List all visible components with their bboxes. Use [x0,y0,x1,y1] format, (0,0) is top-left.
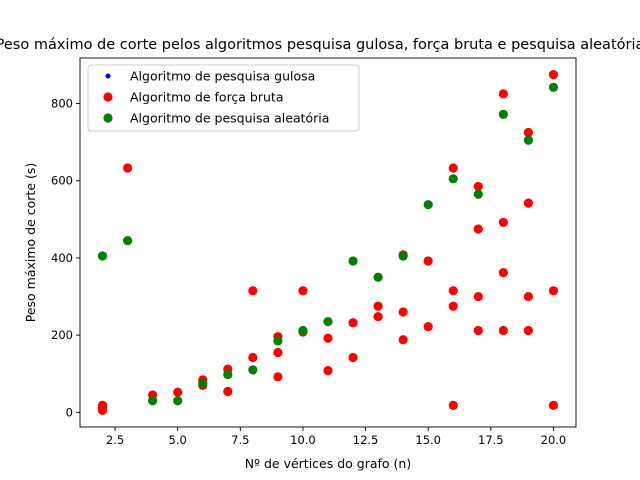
plot-area [97,69,559,416]
data-point-series-1 [498,268,508,278]
data-point-series-1 [398,307,408,317]
x-axis-label: Nº de vértices do grafo (n) [245,456,411,471]
legend-label: Algoritmo de força bruta [130,90,284,105]
data-point-series-1 [423,256,433,266]
data-point-series-2 [273,336,283,346]
x-tick-label: 7.5 [231,433,249,447]
data-point-series-1 [173,387,183,397]
data-point-series-2 [248,365,258,375]
data-point-series-1 [498,325,508,336]
data-point-series-1 [223,386,233,397]
chart-title: Peso máximo de corte pelos algoritmos pe… [0,37,640,53]
data-point-series-1 [323,333,333,343]
data-point-series-1 [348,352,358,363]
legend-marker [103,113,113,123]
data-point-series-2 [122,235,133,246]
data-point-series-1 [248,286,258,296]
data-point-series-1 [448,286,458,296]
data-point-series-1 [523,127,534,138]
data-point-series-1 [248,352,258,363]
data-point-series-2 [148,396,158,406]
data-point-series-1 [523,325,534,336]
x-tick-label: 12.5 [353,433,379,447]
x-tick-label: 15.0 [415,433,441,447]
data-point-series-2 [523,135,534,145]
data-point-series-1 [122,163,133,173]
data-point-series-1 [548,400,559,410]
x-axis: 2.5 5.0 7.5 10.0 12.5 15.0 17.5 20.0 [106,427,566,447]
data-point-series-1 [448,301,458,311]
x-tick-label: 5.0 [169,433,187,447]
data-point-series-1 [273,347,283,358]
data-point-series-2 [548,82,559,92]
data-point-series-1 [548,69,559,80]
y-tick-label: 200 [51,328,73,342]
x-tick-label: 17.5 [478,433,504,447]
data-point-series-2 [448,174,458,184]
data-point-series-1 [498,217,508,228]
legend-marker [105,73,111,79]
data-point-series-2 [97,251,108,261]
x-tick-label: 2.5 [106,433,124,447]
data-point-series-2 [373,272,383,282]
x-tick-label: 10.0 [290,433,316,447]
data-point-series-1 [423,322,433,332]
data-point-series-2 [498,109,508,119]
data-point-series-2 [198,378,208,388]
data-point-series-2 [323,317,333,327]
data-point-series-1 [298,286,308,296]
y-axis-label: Peso máximo de corte (s) [23,163,38,323]
legend-label: Algoritmo de pesquisa aleatória [130,111,329,126]
x-tick-label: 20.0 [541,433,567,447]
data-point-series-1 [373,301,383,311]
legend-label: Algoritmo de pesquisa gulosa [130,69,315,84]
data-point-series-2 [398,251,408,261]
data-point-series-2 [423,200,433,210]
data-point-series-1 [473,224,483,234]
data-point-series-1 [548,286,559,296]
data-point-series-1 [473,181,483,192]
y-tick-label: 400 [51,251,73,265]
y-tick-label: 600 [51,174,73,188]
data-point-series-1 [523,291,534,302]
data-point-series-1 [97,405,108,416]
data-point-series-1 [273,372,283,382]
data-point-series-1 [348,318,358,328]
data-point-series-1 [473,291,483,302]
legend-marker [103,92,113,102]
data-point-series-2 [473,189,483,199]
legend-box [87,64,360,132]
data-point-series-1 [448,163,458,173]
data-point-series-1 [523,198,534,208]
data-point-series-2 [348,256,358,266]
data-point-series-1 [448,400,458,410]
data-point-series-2 [173,396,183,406]
data-point-series-1 [373,312,383,322]
data-point-series-1 [498,89,508,99]
data-point-series-2 [223,369,233,380]
data-point-series-1 [398,335,408,345]
legend: Algoritmo de pesquisa gulosa Algoritmo de… [87,64,360,132]
axes-frame [79,57,577,428]
y-axis: 0 200 400 600 800 [51,97,80,419]
y-tick-label: 800 [51,97,73,111]
data-point-series-2 [298,325,308,336]
y-tick-label: 0 [66,405,73,419]
data-point-series-1 [323,366,333,376]
data-point-series-1 [473,325,483,336]
